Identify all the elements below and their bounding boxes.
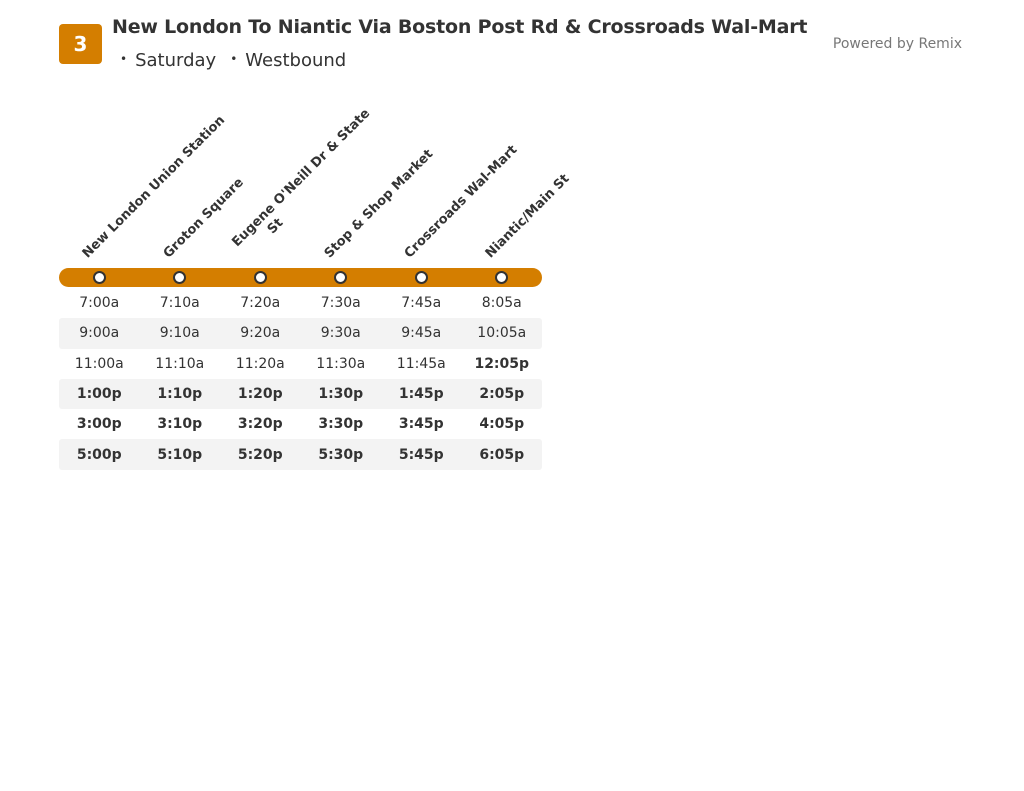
trip-row: 11:00a 11:10a 11:20a 11:30a 11:45a 12:05p: [59, 349, 542, 379]
trip-row: 7:00a 7:10a 7:20a 7:30a 7:45a 8:05a: [59, 288, 542, 318]
departure-time: 3:45p: [398, 416, 444, 433]
departure-time: 12:05p: [474, 355, 530, 372]
stop-timeline-bar: [59, 268, 542, 287]
departure-time: 3:00p: [76, 416, 122, 433]
departure-time: 7:45a: [401, 295, 442, 312]
departure-time: 11:20a: [235, 355, 285, 372]
timetable: 7:00a 7:10a 7:20a 7:30a 7:45a 8:05a 9:00a 9:10a…: [59, 288, 542, 470]
service-subtitle: • Saturday • Westbound: [120, 50, 346, 71]
departure-time: 11:30a: [316, 355, 366, 372]
departure-time: 11:45a: [396, 355, 446, 372]
bullet-icon: •: [230, 52, 238, 66]
departure-time: 9:20a: [240, 325, 281, 342]
departure-time: 3:20p: [237, 416, 283, 433]
departure-time: 1:10p: [157, 386, 203, 403]
departure-time: 10:05a: [477, 325, 527, 342]
service-direction: Westbound: [245, 50, 347, 71]
departure-time: 4:05p: [479, 416, 525, 433]
departure-time: 9:10a: [159, 325, 200, 342]
stop-name: New London Union Station: [79, 112, 229, 262]
departure-time: 5:30p: [318, 446, 364, 463]
route-number-badge: 3: [59, 24, 102, 64]
bullet-icon: •: [120, 52, 128, 66]
departure-time: 8:05a: [481, 295, 522, 312]
trip-row: 3:00p 3:10p 3:20p 3:30p 3:45p 4:05p: [59, 409, 542, 439]
stop-marker-icon: [173, 271, 187, 284]
departure-time: 5:45p: [398, 446, 444, 463]
stop-marker-icon: [414, 271, 428, 284]
departure-time: 1:20p: [237, 386, 283, 403]
route-title: New London To Niantic Via Boston Post Rd…: [112, 16, 808, 38]
stop-marker-icon: [92, 271, 106, 284]
stop-marker-icon: [334, 271, 348, 284]
departure-time: 7:30a: [320, 295, 361, 312]
trip-row: 1:00p 1:10p 1:20p 1:30p 1:45p 2:05p: [59, 378, 542, 410]
service-day: Saturday: [135, 50, 217, 71]
departure-time: 1:45p: [398, 386, 444, 403]
stop-marker-icon: [495, 271, 509, 284]
departure-time: 7:10a: [159, 295, 200, 312]
departure-time: 3:10p: [157, 416, 203, 433]
departure-time: 6:05p: [479, 446, 525, 463]
stop-name: Groton Square: [160, 175, 247, 262]
stop-label: New London Union Station: [80, 113, 229, 262]
stop-label: Groton Square: [160, 175, 247, 262]
departure-time: 9:00a: [79, 325, 120, 342]
powered-by-link[interactable]: Powered by Remix: [832, 36, 962, 52]
stop-marker-icon: [253, 271, 267, 284]
departure-time: 7:00a: [79, 295, 120, 312]
departure-time: 7:20a: [240, 295, 281, 312]
departure-time: 9:30a: [320, 325, 361, 342]
departure-time: 3:30p: [318, 416, 364, 433]
departure-time: 5:00p: [76, 446, 122, 463]
trip-row: 5:00p 5:10p 5:20p 5:30p 5:45p 6:05p: [59, 439, 542, 470]
departure-time: 11:10a: [155, 355, 205, 372]
departure-time: 9:45a: [401, 325, 442, 342]
departure-time: 1:00p: [76, 386, 122, 403]
departure-time: 1:30p: [318, 386, 364, 403]
stop-label: Niantic/Main St: [482, 171, 573, 262]
departure-time: 5:20p: [237, 446, 283, 463]
stop-name: Niantic/Main St: [482, 171, 573, 262]
trip-row: 9:00a 9:10a 9:20a 9:30a 9:45a 10:05a: [59, 318, 542, 349]
departure-time: 2:05p: [479, 386, 525, 403]
stop-label: Eugene O'Neill Dr & State St: [230, 106, 386, 262]
stop-name-continued: St: [264, 215, 287, 238]
departure-time: 11:00a: [74, 355, 124, 372]
departure-time: 5:10p: [157, 446, 203, 463]
